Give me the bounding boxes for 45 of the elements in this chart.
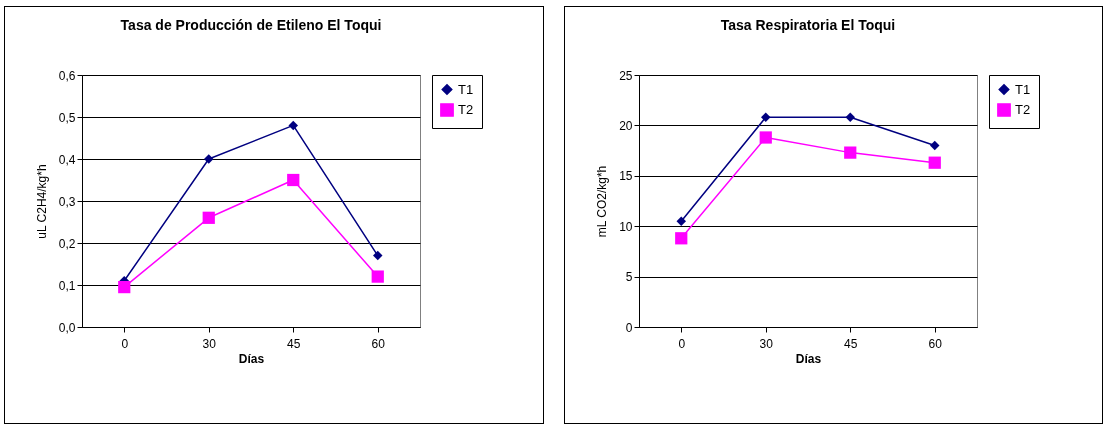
x-tick-label: 0 xyxy=(121,336,129,351)
y-axis-title: uL C2H4/kg*h xyxy=(34,164,49,239)
y-tick-label: 0,4 xyxy=(58,152,76,167)
legend-label: T1 xyxy=(458,81,474,97)
point xyxy=(929,140,939,151)
legend-label: T2 xyxy=(458,102,474,117)
y-tick-label: 5 xyxy=(625,270,633,285)
point xyxy=(759,131,772,144)
point xyxy=(373,250,383,261)
chart-title: Tasa de Producción de Etileno El Toqui xyxy=(120,17,382,33)
y-tick-label: 0,5 xyxy=(58,110,76,125)
point xyxy=(760,112,770,123)
x-tick-label: 60 xyxy=(928,336,942,351)
point xyxy=(674,232,687,245)
point xyxy=(843,146,856,159)
point xyxy=(371,270,384,283)
point xyxy=(118,280,131,294)
y-tick-label: 15 xyxy=(618,169,633,184)
point xyxy=(202,211,215,224)
x-tick-label: 45 xyxy=(287,336,301,351)
x-tick-label: 60 xyxy=(371,336,386,351)
x-tick-label: 30 xyxy=(202,336,217,351)
legend-label: T2 xyxy=(1014,102,1030,117)
y-tick-label: 0,2 xyxy=(58,236,76,251)
y-axis-title: mL CO2/kg*h xyxy=(594,165,609,238)
point xyxy=(928,156,941,169)
x-tick-label: 0 xyxy=(677,336,685,351)
y-tick-label: 0,0 xyxy=(58,320,76,335)
chart-title: Tasa Respiratoria El Toqui xyxy=(720,17,895,33)
x-axis-title: Días xyxy=(795,351,821,366)
point xyxy=(288,120,298,131)
x-tick-label: 30 xyxy=(759,336,773,351)
x-axis-title: Días xyxy=(238,351,265,366)
y-tick-label: 25 xyxy=(618,68,633,83)
y-tick-label: 0,3 xyxy=(58,194,76,209)
point xyxy=(676,216,686,226)
y-tick-label: 10 xyxy=(618,219,633,234)
point xyxy=(845,112,855,123)
y-tick-label: 0,1 xyxy=(58,278,76,293)
point xyxy=(287,173,300,187)
y-tick-label: 20 xyxy=(618,118,633,133)
legend-label: T1 xyxy=(1014,81,1030,97)
y-tick-label: 0 xyxy=(625,320,633,335)
y-tick-label: 0,6 xyxy=(58,68,76,83)
x-tick-label: 45 xyxy=(843,336,858,351)
